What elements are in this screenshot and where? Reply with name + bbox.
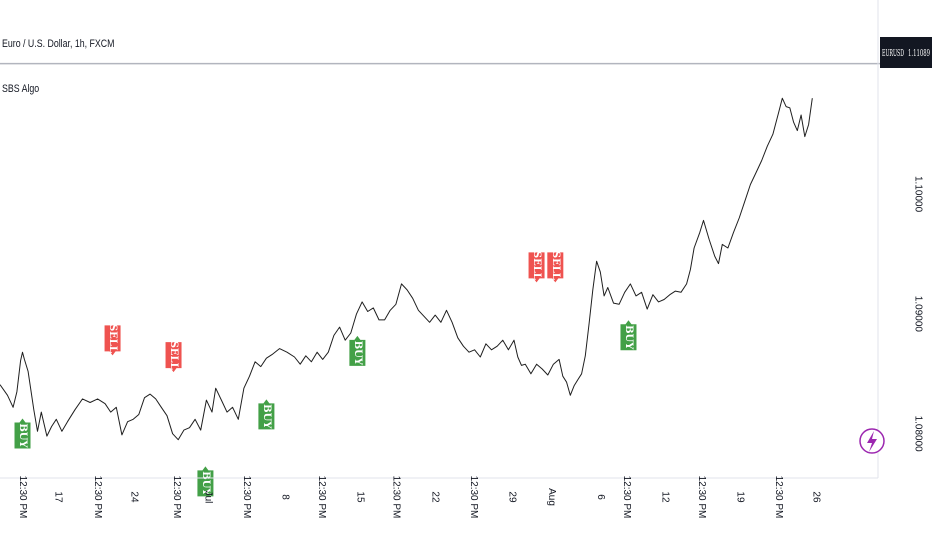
x-tick-label: 12:30 PM [621,476,632,519]
y-axis-ticks: 1.08000 1.09000 1.10000 [913,176,924,452]
signal-label: SELL [107,324,118,353]
buy-signal-3: BUY [197,466,214,497]
signal-marker-shape [349,335,366,366]
symbol-title: Euro / U.S. Dollar, 1h, FXCM [2,38,115,50]
buy-signal-5: BUY [349,335,366,366]
signal-label: BUY [200,471,211,496]
signal-marker-shape [258,399,275,430]
signal-marker-shape [197,466,214,497]
signal-label: SELL [531,251,542,280]
y-tick-label: 1.08000 [913,416,924,453]
signal-marker-shape [528,252,545,283]
x-tick-label: 12:30 PM [92,476,103,519]
y-tick-label: 1.10000 [913,176,924,213]
x-tick-label: 24 [129,491,140,503]
sell-signal-7: SELL [547,251,564,283]
buy-signal-0: BUY [14,418,31,449]
price-tag: EURUSD 1.11089 [880,37,932,68]
x-tick-label: 12 [660,491,671,503]
alert-bolt-icon[interactable] [859,428,885,454]
x-tick-label: 29 [507,491,518,503]
price-tag-symbol-box [880,37,906,68]
signal-marker-shape [620,320,637,351]
price-series-layer [0,97,813,441]
signal-label: SELL [168,341,179,370]
x-tick-label: 12:30 PM [17,476,28,519]
x-tick-label: 12:30 PM [390,476,401,519]
x-tick-label: 12:30 PM [316,476,327,519]
x-tick-label: 8 [280,494,291,500]
signal-marker-shape [104,325,121,356]
buy-signal-4: BUY [258,399,275,430]
signal-marker-shape [547,252,564,283]
x-tick-label: 17 [53,491,64,503]
x-tick-label: 26 [811,491,822,503]
x-tick-label: 19 [735,491,746,503]
x-tick-label: 12:30 PM [696,476,707,519]
price-tag-symbol: EURUSD [882,49,904,59]
sell-signal-1: SELL [104,324,121,356]
signal-marker-shape [14,418,31,449]
x-tick-label: 12:30 PM [468,476,479,519]
buy-signal-8: BUY [620,320,637,351]
signal-label: BUY [17,423,28,448]
price-tag-value: 1.11089 [908,49,930,59]
signal-label: BUY [261,404,272,429]
x-tick-label: 6 [595,494,606,500]
indicator-label: SBS Algo [2,83,40,95]
x-tick-label: 12:30 PM [171,476,182,519]
y-tick-label: 1.09000 [913,296,924,333]
x-axis-ticks: 12:30 PM 17 12:30 PM 24 12:30 PM Jul 12:30 PM 8… [17,476,822,519]
x-tick-label: 22 [430,491,441,503]
x-tick-label: 12:30 PM [773,476,784,519]
signal-label: BUY [352,341,363,366]
sell-signal-6: SELL [528,251,545,283]
price-series-line [0,97,813,441]
signal-marker-shape [165,342,182,373]
signal-label: SELL [550,251,561,280]
sell-signal-2: SELL [165,341,182,373]
signal-label: BUY [623,325,634,350]
x-tick-label: 15 [355,491,366,503]
signal-markers-layer: BUY SELL SELL BUY BUY BUY SELL SELL BUY [14,251,637,497]
x-tick-label: 12:30 PM [241,476,252,519]
x-tick-label: Jul [203,491,214,504]
price-tag-value-box [906,37,932,68]
x-tick-label: Aug [546,488,557,506]
bolt-icon [867,431,877,452]
